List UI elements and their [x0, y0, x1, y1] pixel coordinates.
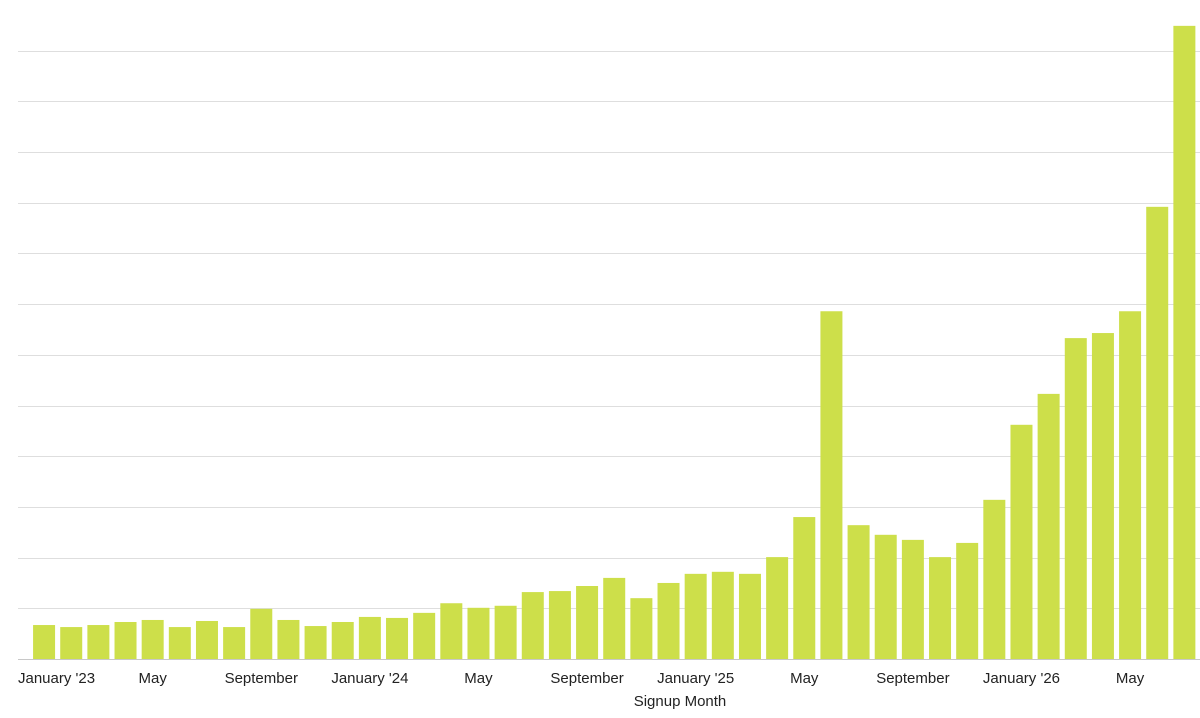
bar: [820, 311, 843, 659]
bar: [929, 557, 952, 659]
bar: [440, 603, 463, 659]
bar: [494, 605, 517, 659]
grid: [18, 51, 1200, 609]
bar: [413, 612, 436, 659]
bar: [1091, 333, 1114, 659]
x-tick-label: January '24: [331, 670, 408, 687]
bar: [901, 539, 924, 659]
bar: [711, 571, 734, 659]
bar: [1119, 311, 1142, 659]
x-axis-title: Signup Month: [634, 693, 727, 710]
bar: [467, 607, 490, 659]
bar: [548, 591, 571, 659]
x-tick-label: May: [1116, 670, 1145, 687]
bar: [657, 582, 680, 659]
bar: [738, 573, 761, 659]
bar: [521, 592, 544, 659]
x-tick-label: May: [790, 670, 819, 687]
x-tick-label: May: [139, 670, 168, 687]
bar: [1146, 206, 1169, 659]
bar: [766, 557, 789, 659]
bar: [630, 598, 653, 659]
x-tick-label: September: [876, 670, 949, 687]
bar: [195, 620, 218, 659]
bar: [250, 608, 273, 659]
bar: [1173, 25, 1196, 659]
bars: [33, 25, 1196, 659]
bar: [277, 619, 300, 659]
bar: [141, 619, 164, 659]
x-tick-label: January '25: [657, 670, 734, 687]
x-tick-label: September: [225, 670, 298, 687]
bar: [87, 625, 110, 659]
bar: [358, 616, 381, 659]
bar: [847, 525, 870, 659]
bar: [1064, 338, 1087, 659]
bar: [168, 627, 191, 659]
x-tick-labels: January '23 May September January '24 May Sep…: [18, 670, 1145, 687]
bar: [793, 517, 816, 659]
bar: [223, 627, 246, 659]
x-tick-label: January '26: [983, 670, 1060, 687]
bar: [60, 627, 83, 659]
x-tick-label: May: [464, 670, 493, 687]
bar: [874, 534, 897, 659]
x-tick-label: September: [550, 670, 623, 687]
bar: [331, 621, 354, 659]
bar: [33, 625, 56, 659]
bar: [603, 577, 626, 659]
bar: [304, 626, 327, 659]
bar: [684, 573, 707, 659]
bar: [114, 621, 137, 659]
x-tick-label: January '23: [18, 670, 95, 687]
bar: [576, 586, 599, 659]
bar: [386, 617, 409, 659]
bar: [983, 499, 1006, 659]
bar: [1037, 393, 1060, 659]
bar: [1010, 424, 1033, 659]
bar: [956, 542, 979, 659]
